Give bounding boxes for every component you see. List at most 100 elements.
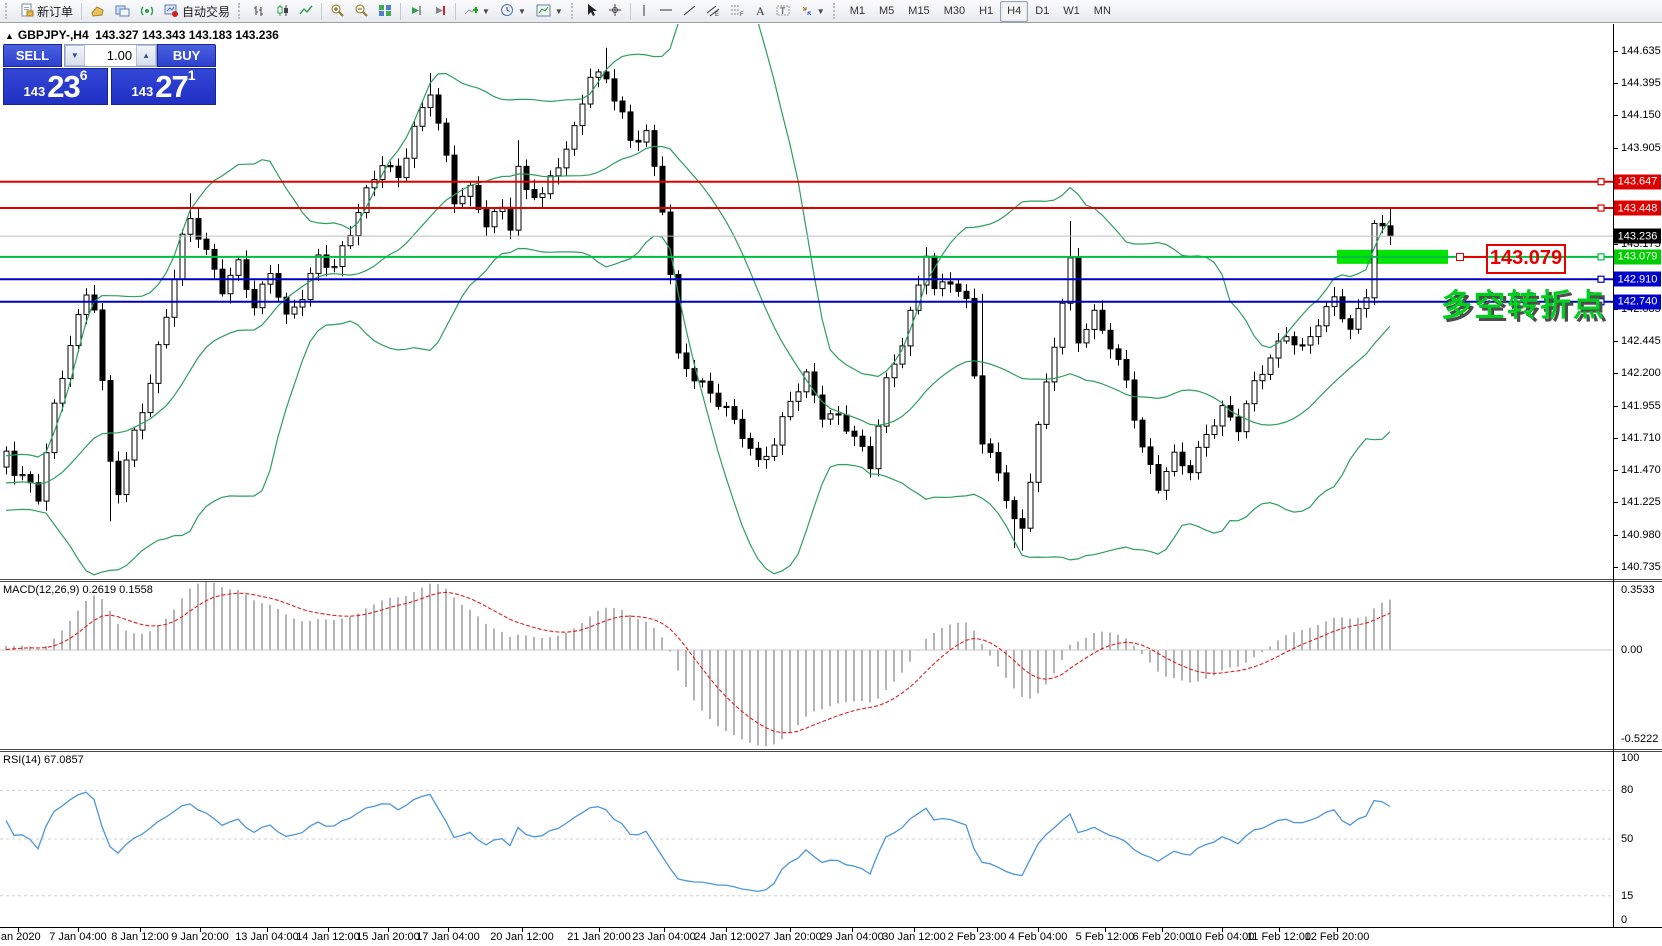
- chart-shift-button[interactable]: [428, 0, 452, 22]
- vertical-line-button[interactable]: [634, 0, 654, 22]
- time-axis-label: 10 Feb 04:00: [1189, 931, 1255, 943]
- buy-button[interactable]: BUY: [157, 44, 216, 67]
- fibonacci-button[interactable]: F: [725, 0, 749, 22]
- templates-button[interactable]: ▼: [531, 0, 568, 22]
- cursor-button[interactable]: [581, 0, 603, 22]
- time-axis-label: 30 Jan 12:00: [882, 931, 946, 943]
- equidistant-channel-button[interactable]: E: [701, 0, 725, 22]
- timeframe-w1[interactable]: W1: [1063, 5, 1080, 17]
- collapse-panel-icon[interactable]: ▲: [5, 31, 14, 41]
- indicators-button[interactable]: ▼: [459, 0, 495, 22]
- time-axis-label: 27 Jan 20:00: [758, 931, 822, 943]
- trendline-button[interactable]: [678, 0, 701, 22]
- time-axis-label: 29 Jan 04:00: [820, 931, 884, 943]
- timeframe-m1[interactable]: M1: [849, 5, 865, 17]
- price-badge: 142.740: [1614, 294, 1661, 310]
- buy-price-big: 27: [155, 69, 188, 104]
- line-chart-button[interactable]: [294, 0, 318, 22]
- price-badge: 143.079: [1614, 249, 1661, 265]
- price-tick-label: 142.200: [1621, 367, 1661, 380]
- zoom-out-button[interactable]: [349, 0, 373, 22]
- timeframe-m15[interactable]: M15: [908, 5, 930, 17]
- time-axis-label: Jan 2020: [0, 931, 41, 943]
- price-tick-label: 140.735: [1621, 561, 1661, 573]
- price-badge: 143.647: [1614, 174, 1661, 190]
- panel-separator[interactable]: [0, 581, 1662, 582]
- svg-text:A: A: [756, 4, 765, 17]
- new-order-button[interactable]: 新订单: [15, 0, 78, 22]
- rsi-scale-label: 100: [1621, 752, 1640, 764]
- volume-decrease-button[interactable]: ▼: [64, 45, 85, 66]
- main-chart[interactable]: [0, 24, 1613, 579]
- time-axis-label: 7 Jan 04:00: [49, 931, 107, 943]
- signals-button[interactable]: [135, 0, 159, 22]
- buy-price-pane[interactable]: 143 27 1: [111, 67, 216, 105]
- svg-text:E: E: [715, 12, 719, 17]
- price-callout-anchor[interactable]: [1456, 252, 1464, 261]
- timeframe-m30[interactable]: M30: [943, 5, 966, 17]
- time-axis-label: 6 Feb 20:00: [1132, 931, 1192, 943]
- timeframe-h4[interactable]: H4: [1000, 0, 1029, 22]
- panel-separator[interactable]: [0, 579, 1662, 580]
- arrows-icon: [800, 4, 813, 19]
- auto-scroll-button[interactable]: [404, 0, 428, 22]
- one-click-trading-panel: SELL ▼ 1.00 ▲ BUY 143 23 6 143 27 1: [3, 44, 216, 105]
- time-tick-mark: [1162, 928, 1163, 932]
- timeframe-m5[interactable]: M5: [879, 5, 895, 17]
- text-button[interactable]: A: [749, 0, 771, 22]
- svg-text:F: F: [740, 12, 744, 17]
- time-tick-mark: [448, 928, 449, 932]
- candlestick-chart-icon: [276, 4, 289, 19]
- macd-scale-label: -0.5222: [1621, 732, 1659, 745]
- sell-price-prefix: 143: [23, 84, 46, 99]
- dropdown-arrow-icon[interactable]: ▼: [816, 6, 825, 16]
- panel-separator[interactable]: [0, 749, 1662, 750]
- new-chart-button[interactable]: [85, 0, 110, 22]
- arrows-button[interactable]: ▼: [795, 0, 830, 22]
- time-axis-label: 21 Jan 20:00: [567, 931, 631, 943]
- dropdown-arrow-icon[interactable]: ▼: [517, 6, 526, 16]
- profiles-icon: [115, 4, 130, 19]
- crosshair-icon: [608, 3, 622, 19]
- price-tick-label: 141.955: [1621, 399, 1661, 412]
- rsi-panel[interactable]: [0, 752, 1613, 927]
- autotrading-icon: [164, 4, 179, 19]
- bar-chart-button[interactable]: [248, 0, 271, 22]
- volume-input[interactable]: 1.00: [106, 48, 133, 63]
- text-label-icon: T: [776, 4, 790, 19]
- dropdown-arrow-icon[interactable]: ▼: [554, 6, 563, 16]
- sell-button[interactable]: SELL: [3, 44, 62, 67]
- bull-bear-turning-point-note[interactable]: 多空转折点: [1441, 288, 1606, 323]
- time-axis-label: 8 Jan 12:00: [111, 931, 169, 943]
- profiles-button[interactable]: [110, 0, 135, 22]
- timeframe-mn[interactable]: MN: [1093, 5, 1111, 17]
- svg-text:T: T: [780, 6, 786, 16]
- horizontal-line-icon: [659, 4, 673, 19]
- time-axis-label: 20 Jan 12:00: [490, 931, 554, 943]
- timeframe-h1[interactable]: H1: [979, 5, 994, 17]
- autotrading-button[interactable]: 自动交易: [159, 0, 235, 22]
- price-callout-label[interactable]: 143.079: [1486, 243, 1566, 274]
- volume-increase-button[interactable]: ▲: [136, 45, 157, 66]
- panel-separator[interactable]: [0, 751, 1662, 752]
- macd-panel[interactable]: [0, 582, 1613, 749]
- candlestick-chart-button[interactable]: [271, 0, 294, 22]
- templates-icon: [536, 4, 551, 19]
- price-badge: 143.236: [1614, 228, 1661, 244]
- line-chart-icon: [299, 4, 313, 19]
- text-label-button[interactable]: T: [771, 0, 795, 22]
- time-axis[interactable]: Jan 2020 7 Jan 04:00 8 Jan 12:009 Jan 20:0…: [0, 927, 1662, 946]
- crosshair-button[interactable]: [603, 0, 627, 22]
- price-tick-label: 143.905: [1621, 141, 1661, 154]
- time-tick-mark: [977, 928, 978, 932]
- horizontal-line-button[interactable]: [654, 0, 678, 22]
- timeframe-d1[interactable]: D1: [1035, 5, 1050, 17]
- periods-icon: [500, 3, 514, 19]
- dropdown-arrow-icon[interactable]: ▼: [482, 6, 490, 16]
- tile-windows-button[interactable]: [373, 0, 397, 22]
- price-tick-label: 140.980: [1621, 528, 1661, 541]
- sell-price-pane[interactable]: 143 23 6: [3, 67, 108, 105]
- zoom-in-button[interactable]: [325, 0, 349, 22]
- vertical-line-icon: [639, 4, 649, 19]
- periods-button[interactable]: ▼: [495, 0, 531, 22]
